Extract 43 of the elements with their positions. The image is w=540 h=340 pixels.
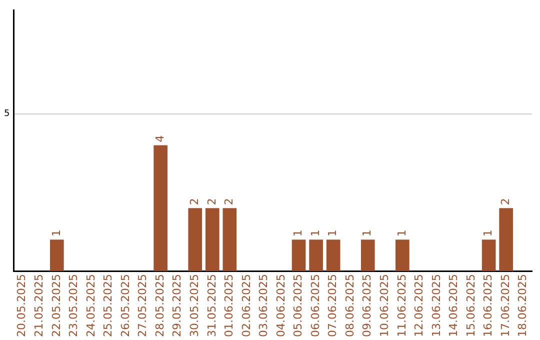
x-tick-label: 07.06.2025 bbox=[326, 274, 340, 338]
x-tick-label: 11.06.2025 bbox=[395, 274, 408, 338]
x-tick-label: 24.05.2025 bbox=[84, 274, 98, 338]
data-label: 1 bbox=[292, 230, 305, 237]
x-tick-label: 27.05.2025 bbox=[136, 274, 150, 338]
x-tick-label: 06.06.2025 bbox=[308, 274, 322, 338]
x-tick-label: 02.06.2025 bbox=[240, 274, 253, 338]
x-tick-label: 22.05.2025 bbox=[50, 274, 63, 338]
data-label: 2 bbox=[188, 198, 201, 206]
x-tick-label: 31.05.2025 bbox=[205, 274, 218, 338]
x-tick-label: 09.06.2025 bbox=[360, 274, 374, 338]
x-tick-label: 29.05.2025 bbox=[170, 274, 184, 338]
data-label: 1 bbox=[326, 230, 340, 237]
data-label: 4 bbox=[153, 135, 166, 142]
x-tick-label: 04.06.2025 bbox=[274, 274, 288, 338]
x-tick-label: 15.06.2025 bbox=[464, 274, 478, 338]
data-label: 1 bbox=[360, 230, 374, 237]
x-tick-label: 21.05.2025 bbox=[32, 274, 46, 338]
x-tick-label: 20.05.2025 bbox=[15, 274, 28, 338]
data-label: 1 bbox=[482, 230, 495, 237]
data-label: 1 bbox=[308, 230, 322, 237]
x-tick-label: 30.05.2025 bbox=[188, 274, 201, 338]
x-tick-label: 05.06.2025 bbox=[292, 274, 305, 338]
x-tick-label: 08.06.2025 bbox=[343, 274, 356, 338]
x-tick-label: 12.06.2025 bbox=[412, 274, 426, 338]
x-tick-label: 03.06.2025 bbox=[257, 274, 270, 338]
x-tick-label: 14.06.2025 bbox=[447, 274, 460, 338]
x-tick-label: 13.06.2025 bbox=[430, 274, 443, 338]
data-label: 1 bbox=[50, 230, 63, 237]
data-label: 1 bbox=[395, 230, 408, 237]
x-tick-label: 01.06.2025 bbox=[222, 274, 236, 338]
data-label: 2 bbox=[498, 198, 512, 206]
x-tick-label: 25.05.2025 bbox=[102, 274, 115, 338]
x-tick-label: 17.06.2025 bbox=[498, 274, 512, 338]
data-label: 2 bbox=[222, 198, 236, 206]
x-tick-label: 18.06.2025 bbox=[516, 274, 530, 338]
x-tick-label: 10.06.2025 bbox=[378, 274, 392, 338]
x-tick-label: 16.06.2025 bbox=[482, 274, 495, 338]
y-tick-label: 5 bbox=[4, 109, 10, 120]
x-tick-label: 26.05.2025 bbox=[118, 274, 132, 338]
x-tick-label: 23.05.2025 bbox=[67, 274, 80, 338]
x-tick-label: 28.05.2025 bbox=[153, 274, 166, 338]
data-label: 2 bbox=[205, 198, 218, 206]
